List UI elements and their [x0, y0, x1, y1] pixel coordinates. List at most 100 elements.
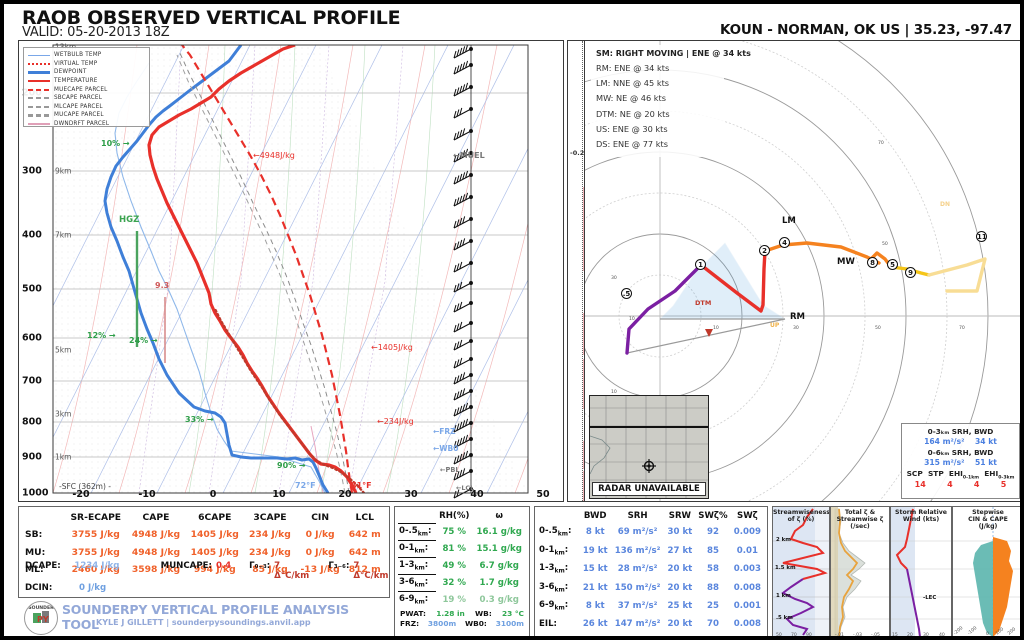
hodo-marker-rm: RM [790, 312, 806, 322]
stepwise-cin-cape-panel[interactable]: Stepwise CIN & CAPE (J/kg) -200 -100 0 100… [952, 506, 1020, 637]
bwd-swz-4: 0.001 [733, 601, 761, 612]
rh-row-3-6-label: 3-6km: [398, 573, 436, 592]
hodo-marker-up: UP [770, 322, 780, 329]
svg-text:90: 90 [806, 632, 812, 638]
hodo-marker-dn: DN [940, 201, 951, 208]
dcape-label: DCAPE: [25, 561, 61, 571]
bwd-col-swz: SWζ [737, 511, 758, 521]
valid-time-label: VALID: 05-20-2013 18Z [22, 25, 170, 40]
radar-status-label: RADAR UNAVAILABLE [592, 482, 706, 496]
footer-credit[interactable]: KYLE J GILLETT | sounderpysoundings.anvi… [96, 618, 311, 627]
cape-ml-6cape: 994 J/kg [193, 563, 236, 575]
cape-sb-srecape: 3755 J/kg [71, 529, 120, 541]
srh-indices-box: 0-3ₖₘ SRH, BWD 164 m²/s² 34 kt 0-6ₖₘ SRH… [901, 423, 1020, 499]
cape-col-6cape: 6CAPE [198, 512, 232, 523]
cape-sb-cape: 4948 J/kg [131, 529, 181, 541]
legend-item-dwndrft-parcel: DWNDRFT PARCEL [28, 120, 145, 129]
pressure-tick-400: 400 [22, 229, 42, 241]
storm-relative-wind-panel[interactable]: Storm Relative Wind (kts) 15 20 30 40 -LEC [890, 506, 952, 636]
pwat-value: 1.28 in [436, 608, 465, 618]
legend-item-muecape-parcel: MUECAPE PARCEL [28, 85, 145, 94]
hodo-point-2km: 2 [759, 245, 770, 256]
streamwiseness-panel[interactable]: Streamwiseness of ζ (%) 50 70 90 2 km 1.5 k… [772, 506, 830, 638]
ehi-01-header: EHI0-1km [948, 469, 980, 481]
footer: SOUNDER PY SOUNDERPY VERTICAL PROFILE AN… [18, 600, 390, 636]
bwd-swzpct-2: 58 [706, 564, 719, 575]
stw-tick-1km: 1 km [776, 593, 791, 599]
srw-plot: 15 20 30 40 [891, 507, 951, 636]
storm-motion-dtm: DTM: NE @ 20 kts [596, 108, 670, 119]
svg-text:10: 10 [629, 316, 635, 322]
surface-dewpoint-f: 72°F [295, 481, 316, 490]
muncape-value: 0.4 [215, 561, 232, 571]
total-zeta-plot: -.01 -.03 -.05 [831, 507, 889, 638]
rh-row-6-9-label: 6-9km: [398, 590, 436, 608]
bwd-srw-2: 20 kt [667, 564, 693, 575]
legend-label: DWNDRFT PARCEL [54, 121, 110, 128]
cape-sb-lcl: 642 m [348, 529, 381, 541]
pressure-tick-1000: 1000 [22, 487, 49, 499]
total-streamwise-zeta-panel[interactable]: Total ζ & Streamwise ζ (/sec) -.01 -.03 -.05 [830, 506, 890, 638]
table-row: ML: 2460 J/kg 3598 J/kg 994 J/kg 85 J/kg… [23, 561, 385, 578]
temp-tick-20: 20 [338, 489, 352, 500]
cape-sb-cin: 0 J/kg [305, 529, 335, 541]
omega-1-3-value: 6.7 g/kg [479, 560, 519, 571]
bwd-bwd-1: 19 kt [582, 545, 608, 556]
cape-sb-6cape: 1405 J/kg [190, 529, 239, 541]
skewt-legend: WETBULB TEMP VIRTUAL TEMP DEWPOINT TEMPERAT… [23, 47, 150, 127]
cape-col-cape: CAPE [142, 512, 170, 523]
station-label: KOUN - NORMAN, OK US | 35.23, -97.47 [719, 22, 1012, 38]
pressure-tick-300: 300 [22, 165, 42, 177]
svg-text:-100: -100 [966, 625, 978, 636]
pressure-tick-900: 900 [22, 451, 42, 463]
radar-inset[interactable]: RADAR UNAVAILABLE [589, 395, 709, 499]
cape-mu-6cape: 1405 J/kg [190, 546, 239, 558]
rh-0-1-value: 81 % [442, 543, 467, 554]
stw-tick-0.5km: .5 km [776, 615, 793, 621]
bwd-table-panel: BWD SRH SRW SWζ% SWζ 0-.5km: 8 kt 69 m²/s²… [534, 506, 768, 636]
cape-annotation-4948: ←4948J/kg [253, 151, 295, 160]
table-row: 1-3km: 15 kt 28 m²/s² 20 kt 58 0.003 [538, 560, 764, 579]
skewt-panel[interactable]: 1000 900 800 700 600 500 400 300 200 -20… [18, 40, 564, 502]
bwd-srh-0: 69 m²/s² [617, 527, 658, 538]
rh-col-omega: ω [495, 511, 503, 521]
hodo-marker-lm: LM [782, 216, 796, 226]
cape-mu-cape: 4948 J/kg [131, 546, 181, 558]
svg-text:-.03: -.03 [853, 632, 862, 638]
logo-top-text: SOUNDER [28, 606, 54, 611]
bwd-srh-4: 37 m²/s² [617, 601, 658, 612]
logo-py-text: PY [37, 615, 49, 624]
rh-annotation-12: 12% → [87, 331, 116, 340]
table-row: 0-.5km: 75 % 16.1 g/kg [398, 522, 526, 541]
frz-label: FRZ: [400, 618, 420, 628]
table-row: 6-9km: 8 kt 37 m²/s² 25 kt 25 0.001 [538, 597, 764, 616]
pressure-tick-600: 600 [22, 332, 42, 344]
rh-1-3-value: 49 % [442, 560, 467, 571]
legend-swatch-icon [28, 60, 50, 68]
legend-label: WETBULB TEMP [54, 52, 102, 59]
hgz-label: HGZ [119, 215, 140, 225]
height-tick-9km: 9km [55, 166, 72, 176]
scp-header: SCP [906, 469, 923, 478]
hodograph-panel[interactable]: 10 10 30 50 70 30 10 70 50 SM: RIGHT MOV… [584, 40, 1020, 502]
logo-bar-grey [42, 611, 49, 623]
frz-row: FRZ: 3800m WB0: 3100m [398, 618, 526, 628]
page-header: RAOB OBSERVED VERTICAL PROFILE VALID: 05… [4, 4, 1020, 40]
level-annotation-wb0: ←WB0 [433, 444, 459, 453]
bwd-bwd-3: 21 kt [582, 582, 608, 593]
bwd-row-label-4: 6-9km: [539, 600, 569, 613]
height-tick-3km: 3km [55, 409, 72, 419]
svg-text:-.01: -.01 [835, 632, 844, 638]
legend-item-sbcape-parcel: SBCAPE PARCEL [28, 94, 145, 103]
legend-swatch-icon [28, 111, 50, 119]
hodo-point-8km: 8 [867, 257, 878, 268]
bwd-srh-5: 147 m²/s² [614, 618, 661, 629]
lapse-0-3-value: 7 Δ°C/km [274, 561, 310, 581]
hodo-marker-dtm: DTM [695, 299, 712, 307]
cape-col-srecape: SR-ECAPE [70, 512, 122, 523]
bwd-srw-0: 30 kt [667, 527, 693, 538]
stepwise-plot: -200 -100 0 100 200 [953, 507, 1020, 637]
svg-text:0: 0 [986, 631, 989, 637]
streamwiseness-title: Streamwiseness of ζ (%) [773, 509, 830, 524]
cape-ml-cin: -13 J/kg [300, 563, 340, 575]
